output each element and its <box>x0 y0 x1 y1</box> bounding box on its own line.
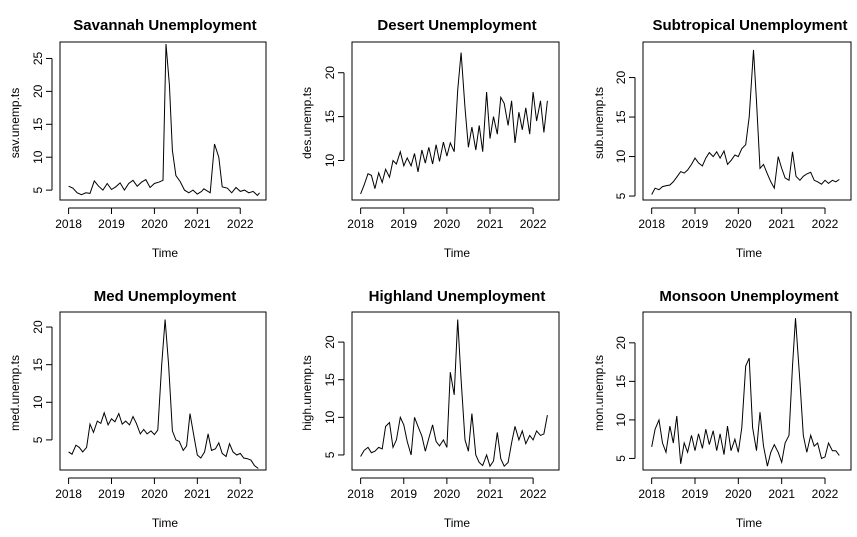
y-tick-label: 15 <box>614 374 628 388</box>
series-line <box>68 319 259 469</box>
x-tick-label: 2020 <box>141 217 168 231</box>
y-tick-label: 20 <box>614 336 628 350</box>
x-axis-label: Time <box>444 246 471 260</box>
x-tick-label: 2020 <box>725 217 752 231</box>
x-tick-label: 2019 <box>682 217 709 231</box>
x-tick-label: 2018 <box>347 487 374 501</box>
panel-title: Subtropical Unemployment <box>652 17 847 34</box>
panel-savannah: Savannah Unemployment Time sav.unemp.ts <box>8 17 257 260</box>
y-tick-label: 10 <box>323 410 337 424</box>
x-tick-label: 2020 <box>434 217 461 231</box>
x-tick-label: 2021 <box>768 217 795 231</box>
plot-frame <box>351 311 560 471</box>
y-tick-label: 15 <box>31 358 45 372</box>
y-tick-label: 20 <box>323 335 337 349</box>
x-tick-label: 2018 <box>55 487 82 501</box>
y-tick-label: 5 <box>31 436 45 443</box>
x-axis-label: Time <box>736 516 763 530</box>
y-axis-label: med.unemp.ts <box>8 355 22 431</box>
plot-area: 2018 2019 2020 2021 2022 5 10 15 20 <box>31 311 267 501</box>
x-tick-label: 2019 <box>98 217 125 231</box>
plot-frame <box>59 41 267 201</box>
x-axis-label: Time <box>444 516 471 530</box>
panel-subtropical: Subtropical Unemployment Time sub.unemp.… <box>592 17 848 260</box>
panel-med: Med Unemployment Time med.unemp.ts <box>8 288 236 530</box>
x-tick-label: 2022 <box>227 487 254 501</box>
x-tick-label: 2022 <box>520 217 547 231</box>
x-tick-label: 2018 <box>638 487 665 501</box>
x-axis-label: Time <box>152 246 179 260</box>
x-tick-label: 2021 <box>768 487 795 501</box>
y-axis-label: high.unemp.ts <box>300 355 314 430</box>
series-line <box>651 318 840 467</box>
panel-title: Highland Unemployment <box>369 288 546 305</box>
y-tick-label: 20 <box>31 84 45 98</box>
y-axis-label: sav.unemp.ts <box>8 88 22 158</box>
y-tick-label: 5 <box>323 451 337 458</box>
y-tick-label: 5 <box>31 186 45 193</box>
series-line <box>651 49 840 195</box>
y-tick-label: 10 <box>31 150 45 164</box>
x-tick-label: 2020 <box>434 487 461 501</box>
x-tick-label: 2019 <box>390 487 417 501</box>
x-tick-label: 2019 <box>390 217 417 231</box>
x-tick-label: 2018 <box>638 217 665 231</box>
plot-area: 2018 2019 2020 2021 2022 5 10 15 20 25 <box>31 41 267 231</box>
x-axis-label: Time <box>152 516 179 530</box>
y-tick-label: 15 <box>614 110 628 124</box>
x-tick-label: 2021 <box>477 487 504 501</box>
x-tick-label: 2019 <box>682 487 709 501</box>
x-tick-label: 2022 <box>227 217 254 231</box>
x-tick-label: 2019 <box>98 487 125 501</box>
panel-title: Savannah Unemployment <box>73 17 256 34</box>
plot-frame <box>351 41 560 201</box>
x-tick-label: 2018 <box>347 217 374 231</box>
x-tick-label: 2022 <box>520 487 547 501</box>
panel-title: Desert Unemployment <box>377 17 536 34</box>
series-line <box>68 43 260 197</box>
plot-frame <box>642 311 852 471</box>
x-tick-label: 2021 <box>184 487 211 501</box>
y-tick-label: 20 <box>323 66 337 80</box>
x-tick-label: 2020 <box>725 487 752 501</box>
y-tick-label: 5 <box>614 455 628 462</box>
y-tick-label: 10 <box>323 154 337 168</box>
series-line <box>360 52 548 195</box>
plot-area: 2018 2019 2020 2021 2022 5 10 15 20 <box>614 41 852 231</box>
y-axis-label: des.unemp.ts <box>300 87 314 159</box>
x-tick-label: 2020 <box>141 487 168 501</box>
x-tick-label: 2021 <box>184 217 211 231</box>
panel-highland: Highland Unemployment Time high.unemp.ts <box>300 288 545 530</box>
y-tick-label: 5 <box>614 192 628 199</box>
y-tick-label: 20 <box>31 320 45 334</box>
x-axis-label: Time <box>736 246 763 260</box>
panel-desert: Desert Unemployment Time des.unemp.ts <box>300 17 537 260</box>
y-axis-label: mon.unemp.ts <box>592 355 606 431</box>
series-line <box>360 319 548 468</box>
plot-area: 2018 2019 2020 2021 2022 10 15 20 <box>323 41 560 231</box>
y-tick-label: 10 <box>614 413 628 427</box>
y-tick-label: 15 <box>31 117 45 131</box>
y-tick-label: 15 <box>323 373 337 387</box>
x-tick-label: 2022 <box>812 217 839 231</box>
x-tick-label: 2018 <box>55 217 82 231</box>
y-tick-label: 10 <box>614 150 628 164</box>
plot-frame <box>59 311 267 471</box>
plot-area: 2018 2019 2020 2021 2022 5 10 15 20 <box>323 311 560 501</box>
y-tick-label: 25 <box>31 51 45 65</box>
x-tick-label: 2021 <box>477 217 504 231</box>
panel-title: Monsoon Unemployment <box>659 288 838 305</box>
x-tick-label: 2022 <box>812 487 839 501</box>
y-tick-label: 15 <box>323 110 337 124</box>
y-axis-label: sub.unemp.ts <box>592 87 606 159</box>
panel-monsoon: Monsoon Unemployment Time mon.unemp.ts <box>592 288 839 530</box>
plot-frame <box>642 41 852 201</box>
y-tick-label: 10 <box>31 395 45 409</box>
y-tick-label: 20 <box>614 71 628 85</box>
plot-area: 2018 2019 2020 2021 2022 5 10 15 20 <box>614 311 852 501</box>
panel-title: Med Unemployment <box>94 288 237 305</box>
